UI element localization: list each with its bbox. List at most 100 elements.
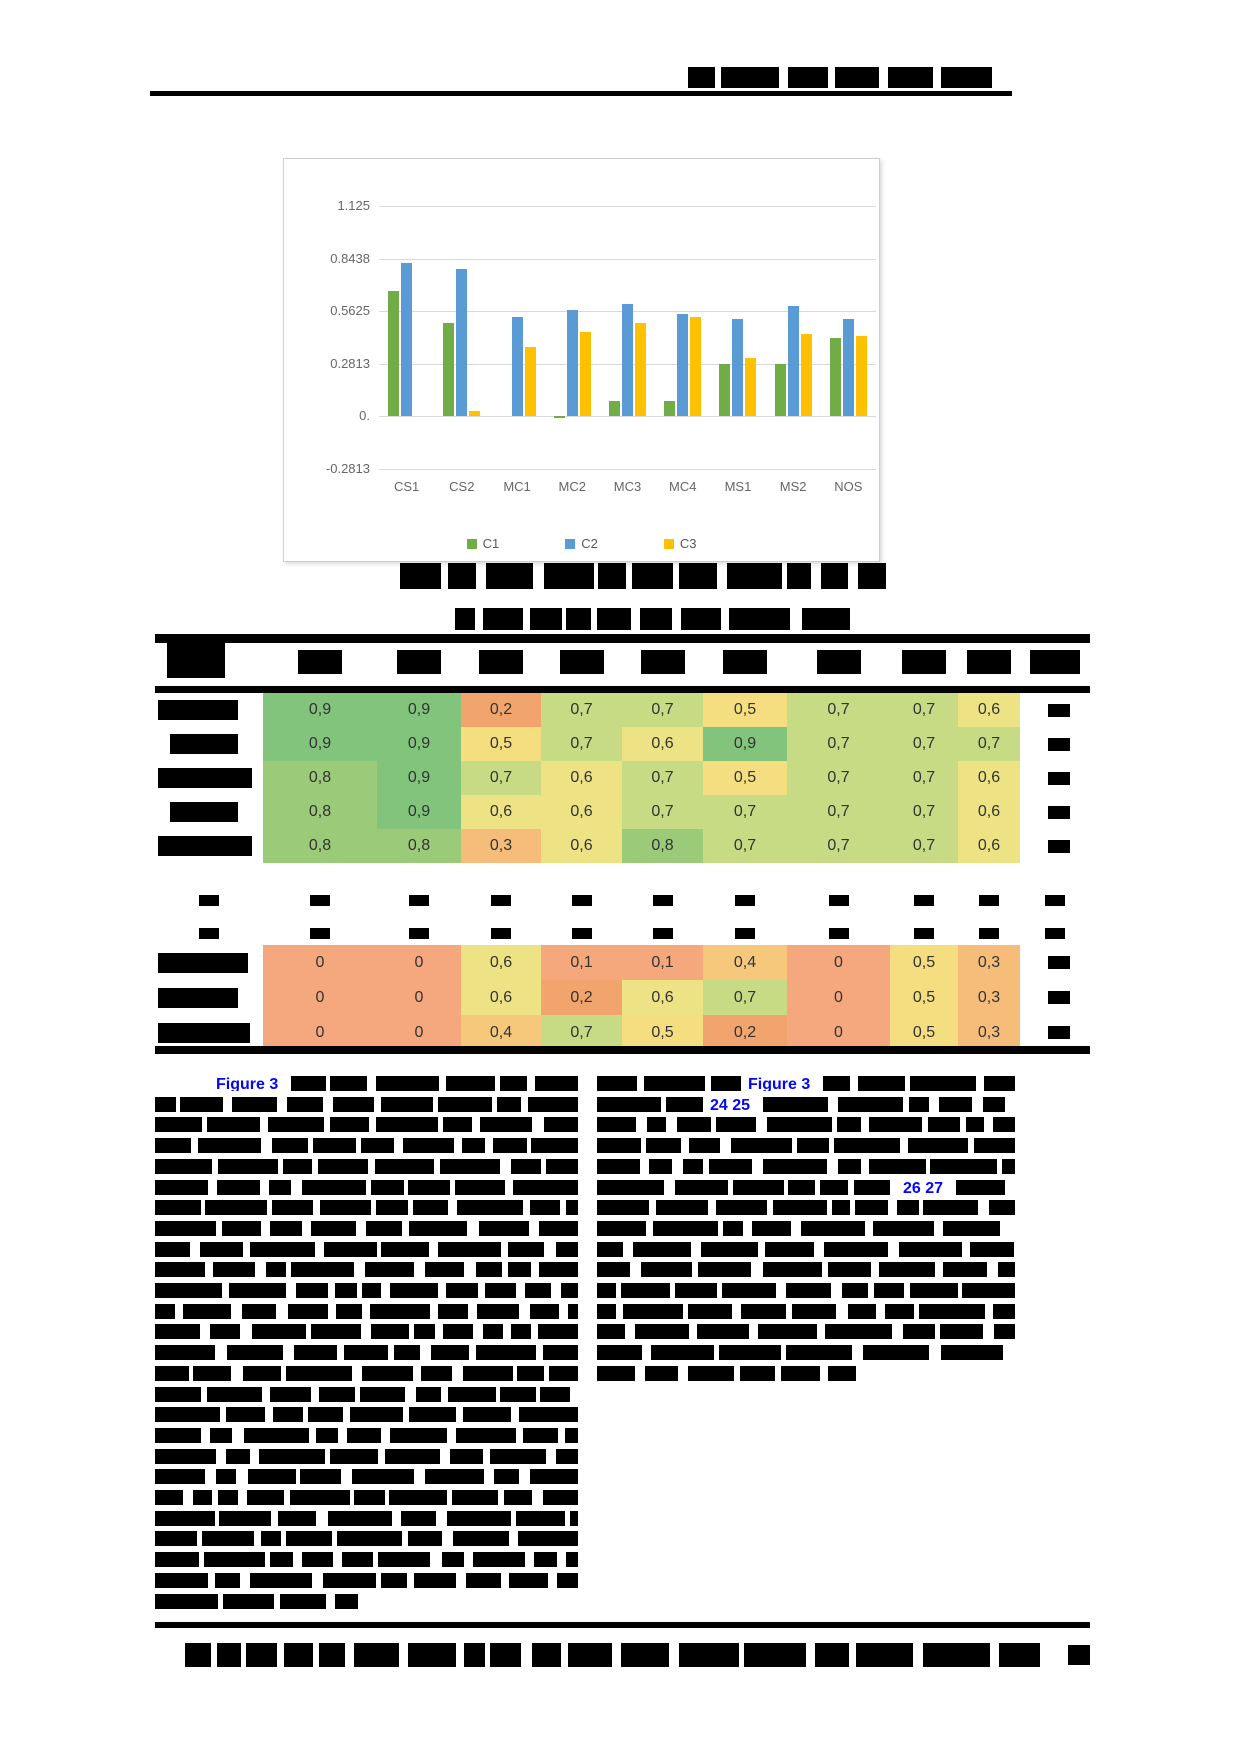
redacted-text-block (287, 1303, 329, 1319)
redacted-text-block (650, 1345, 715, 1361)
redacted-text-block (555, 1241, 578, 1257)
redacted-text-block (483, 1324, 504, 1340)
heatmap-cell: 0,5 (890, 980, 958, 1015)
redacted-text-block (440, 1158, 501, 1174)
heatmap-cell: 0 (263, 1015, 377, 1050)
redacted-text-block (462, 1138, 485, 1154)
redacted-text-block (597, 1117, 637, 1133)
redacted-text-block (285, 1531, 332, 1547)
redacted-text-block (332, 1096, 374, 1112)
trailing-value-redacted (1048, 737, 1070, 751)
heatmap-cell: 0,8 (263, 761, 377, 795)
legend-item-c2: C2 (565, 536, 598, 551)
heatmap-cell: 0,7 (703, 795, 787, 829)
redacted-text-block (543, 1117, 578, 1133)
ellipsis-mark (199, 895, 219, 906)
figure-reference-link[interactable]: Figure 3 (215, 1076, 280, 1091)
redacted-text-block (299, 1469, 341, 1485)
bar-c1-mc2 (553, 416, 565, 419)
bar-c2-mc2 (566, 309, 578, 417)
redacted-text-block (484, 1283, 517, 1298)
redacted-text-block (518, 1407, 578, 1423)
redacted-text-block (270, 1220, 303, 1236)
column-header-redacted (559, 650, 604, 674)
heatmap-cell: 0,3 (958, 980, 1020, 1015)
bar-c3-mc1 (524, 347, 536, 417)
ellipsis-mark (979, 895, 999, 906)
redacted-text-line-left (155, 1386, 578, 1402)
redacted-text-block (528, 1096, 578, 1112)
redacted-text-block (155, 1117, 203, 1133)
figure-reference-link[interactable]: Figure 3 (747, 1076, 812, 1091)
citation-link[interactable]: 26 27 (902, 1179, 945, 1195)
redacted-text-block (483, 608, 524, 630)
ellipsis-mark (735, 895, 755, 906)
y-axis-tick: 1.125 (337, 198, 370, 213)
redacted-text-line-left (155, 1490, 578, 1505)
redacted-text-block (310, 1324, 361, 1340)
bar-c2-mc1 (511, 317, 523, 417)
redacted-text-line-left: Figure 3 (155, 1076, 578, 1091)
redacted-text-block (207, 1386, 263, 1402)
gridline (379, 258, 876, 260)
redacted-text-block (801, 608, 850, 630)
redacted-text-block (887, 67, 933, 88)
redacted-text-block (446, 1076, 495, 1091)
redacted-text-block (302, 1552, 333, 1568)
redacted-text-block (490, 1643, 522, 1667)
citation-link[interactable]: 24 25 (709, 1096, 752, 1112)
ellipsis-mark (409, 928, 429, 939)
redacted-text-block (493, 1138, 527, 1154)
redacted-text-block (556, 1448, 578, 1464)
heatmap-cell: 0,7 (890, 727, 958, 761)
gridline (379, 469, 876, 470)
redacted-text-block (719, 1345, 781, 1361)
redacted-text-block (455, 608, 475, 630)
redacted-text-block (285, 1365, 352, 1381)
redacted-text-block (532, 1643, 562, 1667)
x-axis-label: MC1 (503, 479, 531, 494)
redacted-text-block (898, 1241, 963, 1257)
redacted-text-block (277, 1510, 316, 1526)
row-label-redacted (170, 734, 238, 754)
row-label-redacted (158, 700, 238, 720)
redacted-text-block (635, 1324, 689, 1340)
redacted-text-block (365, 1262, 414, 1278)
redacted-text-block (456, 1200, 523, 1216)
redacted-text-block (828, 1365, 857, 1381)
x-axis-label: CS1 (393, 479, 420, 494)
redacted-text-block (291, 1076, 327, 1091)
redacted-text-block (246, 1490, 285, 1505)
redacted-text-block (362, 1283, 382, 1298)
redacted-text-line-right (597, 1138, 1015, 1154)
ellipsis-mark (310, 895, 330, 906)
redacted-text-line-left (155, 1096, 578, 1112)
redacted-text-block (974, 1138, 1015, 1154)
redacted-text-block (246, 1643, 278, 1667)
redacted-text-block (896, 1200, 919, 1216)
heatmap-cell: 0,4 (461, 1015, 541, 1050)
redacted-text-block (408, 1179, 451, 1195)
redacted-text-block (720, 67, 780, 88)
table-top-rule (155, 634, 1090, 643)
redacted-text-block (155, 1324, 200, 1340)
heatmap-cell: 0,9 (377, 727, 461, 761)
redacted-text-block (250, 1572, 312, 1588)
redacted-text-block (631, 563, 673, 589)
redacted-text-block (455, 1427, 517, 1443)
redacted-text-block (408, 1531, 443, 1547)
bar-c1-mc4 (664, 401, 676, 417)
redacted-text-block (192, 1365, 231, 1381)
y-axis-tick: 0.5625 (330, 303, 370, 319)
legend-swatch-c3 (663, 538, 674, 549)
gridline (379, 416, 876, 418)
bar-c2-nos (842, 319, 854, 417)
redacted-text-block (545, 1158, 578, 1174)
redacted-text-block (788, 1179, 816, 1195)
redacted-text-block (155, 1490, 184, 1505)
redacted-text-block (655, 1200, 708, 1216)
bar-c3-mc3 (635, 322, 646, 417)
redacted-text-block (271, 1138, 309, 1154)
redacted-text-block (939, 1096, 973, 1112)
